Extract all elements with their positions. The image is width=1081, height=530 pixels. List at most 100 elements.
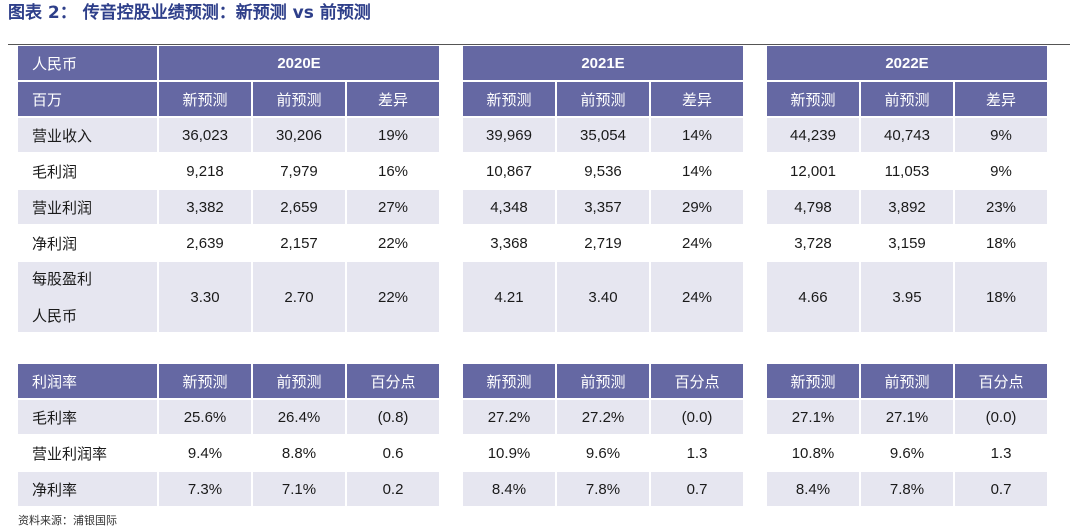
column-header: 新预测 (767, 82, 859, 116)
table-cell: 3,382 (159, 190, 251, 224)
column-header: 前预测 (253, 364, 345, 398)
table-cell: 0.7 (651, 472, 743, 506)
figure-title-text: 传音控股业绩预测：新预测 vs 前预测 (82, 3, 371, 23)
header-label-unit: 百万 (18, 82, 157, 116)
table-cell: 3,159 (861, 226, 953, 260)
table-cell: 0.2 (347, 472, 439, 506)
table-cell: (0.8) (347, 400, 439, 434)
column-header: 差异 (651, 82, 743, 116)
table-gap (441, 262, 461, 332)
table-cell: 27.2% (557, 400, 649, 434)
table-cell: 8.8% (253, 436, 345, 470)
table-cell: 36,023 (159, 118, 251, 152)
table-cell: 9% (955, 118, 1047, 152)
table-cell: 22% (347, 262, 439, 332)
table-cell: 7.3% (159, 472, 251, 506)
table-cell: 9.6% (557, 436, 649, 470)
column-header: 百分点 (651, 364, 743, 398)
column-header: 前预测 (557, 364, 649, 398)
column-header: 差异 (347, 82, 439, 116)
header-label-currency: 人民币 (18, 46, 157, 80)
table-cell: 10.8% (767, 436, 859, 470)
table-cell: 2.70 (253, 262, 345, 332)
table-cell: 30,206 (253, 118, 345, 152)
table-cell: 1.3 (955, 436, 1047, 470)
table-gap (745, 436, 765, 470)
table-gap (745, 226, 765, 260)
table-cell: 7.8% (861, 472, 953, 506)
table-gap (441, 472, 461, 506)
table-gap (441, 400, 461, 434)
table-cell: 4.66 (767, 262, 859, 332)
table-gap (441, 226, 461, 260)
table-cell: 10.9% (463, 436, 555, 470)
source-note: 资料来源：浦银国际 (18, 514, 117, 527)
table-cell: 27.2% (463, 400, 555, 434)
table-cell: 8.4% (767, 472, 859, 506)
table-cell: 35,054 (557, 118, 649, 152)
table-gap (745, 46, 765, 80)
row-label-line: 人民币 (32, 307, 78, 325)
row-label: 营业利润 (18, 190, 157, 224)
table-cell: 1.3 (651, 436, 743, 470)
table-cell: 2,659 (253, 190, 345, 224)
column-header: 百分点 (347, 364, 439, 398)
column-header: 差异 (955, 82, 1047, 116)
figure-label: 图表 2： (8, 3, 77, 23)
margin-table: 利润率 新预测 前预测 百分点 新预测 前预测 百分点 新预测 前预测 百分点 毛利率 25.6% 26… (18, 364, 1047, 506)
table-cell: 2,719 (557, 226, 649, 260)
column-header: 新预测 (767, 364, 859, 398)
top-rule (8, 44, 1070, 45)
table-cell: 39,969 (463, 118, 555, 152)
table-gap (441, 190, 461, 224)
row-label-line: 每股盈利 (32, 270, 93, 288)
column-header: 新预测 (463, 82, 555, 116)
table-gap (745, 400, 765, 434)
forecast-table: 人民币 2020E 2021E 2022E 百万 新预测 前预测 差异 新预测 前预测 差异 新预测前… (18, 46, 1047, 332)
table-cell: 27% (347, 190, 439, 224)
column-header: 百分点 (955, 364, 1047, 398)
table-cell: 26.4% (253, 400, 345, 434)
column-header: 新预测 (159, 82, 251, 116)
table-cell: 3,892 (861, 190, 953, 224)
table-cell: 4.21 (463, 262, 555, 332)
table-cell: 9.4% (159, 436, 251, 470)
table-cell: 3.30 (159, 262, 251, 332)
table-gap (441, 118, 461, 152)
table-cell: 10,867 (463, 154, 555, 188)
row-label: 营业收入 (18, 118, 157, 152)
table-gap (745, 262, 765, 332)
table-cell: 18% (955, 226, 1047, 260)
table-cell: 24% (651, 262, 743, 332)
table-cell: 3.95 (861, 262, 953, 332)
table-cell: 9% (955, 154, 1047, 188)
table-cell: 3,357 (557, 190, 649, 224)
table-cell: 14% (651, 118, 743, 152)
table-cell: 3.40 (557, 262, 649, 332)
column-header: 前预测 (253, 82, 345, 116)
table-cell: 12,001 (767, 154, 859, 188)
table-cell: 14% (651, 154, 743, 188)
row-label: 毛利润 (18, 154, 157, 188)
table-gap (441, 154, 461, 188)
table-gap (745, 82, 765, 116)
table-cell: 19% (347, 118, 439, 152)
table-cell: 4,798 (767, 190, 859, 224)
header-label-margin: 利润率 (18, 364, 157, 398)
table-cell: (0.0) (651, 400, 743, 434)
table-gap (441, 82, 461, 116)
figure-title: 图表 2： 传音控股业绩预测：新预测 vs 前预测 (8, 0, 377, 26)
row-label: 每股盈利 人民币 (18, 262, 157, 332)
year-header: 2020E (159, 46, 439, 80)
table-cell: 8.4% (463, 472, 555, 506)
table-cell: 11,053 (861, 154, 953, 188)
row-label: 净利润 (18, 226, 157, 260)
table-cell: 3,368 (463, 226, 555, 260)
table-cell: 4,348 (463, 190, 555, 224)
table-cell: 25.6% (159, 400, 251, 434)
table-cell: 22% (347, 226, 439, 260)
table-cell: 3,728 (767, 226, 859, 260)
table-cell: 0.7 (955, 472, 1047, 506)
table-cell: 2,157 (253, 226, 345, 260)
table-cell: 44,239 (767, 118, 859, 152)
